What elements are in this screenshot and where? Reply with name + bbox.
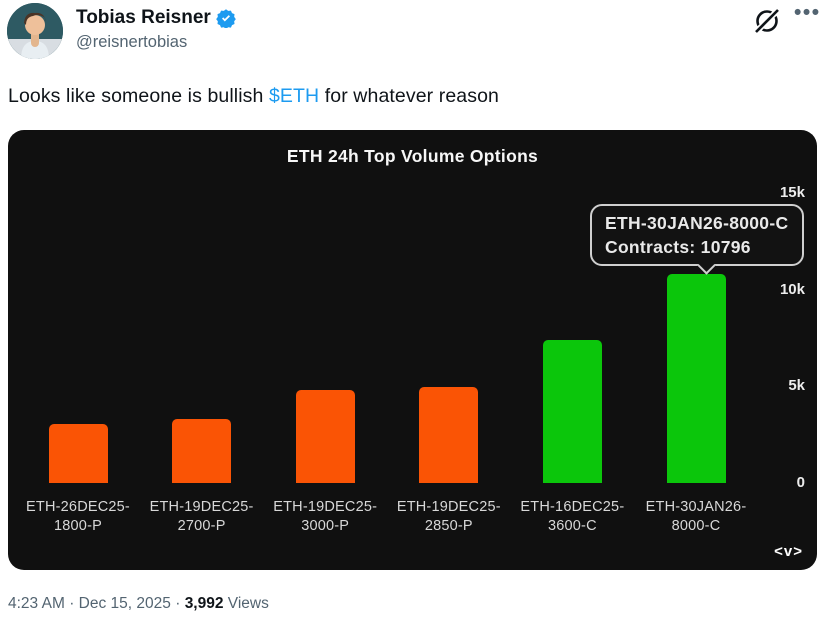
separator-dot: · xyxy=(175,595,181,612)
avatar-photo xyxy=(7,3,63,59)
x-axis-label: ETH-26DEC25- 1800-P xyxy=(26,499,130,534)
y-axis-tick-15k: 15k xyxy=(779,184,805,201)
grok-icon[interactable] xyxy=(752,6,782,36)
chart-bar-ETH-19DEC25-2850-P xyxy=(419,387,479,483)
separator-dot: · xyxy=(69,595,75,612)
y-axis-tick-5k: 5k xyxy=(788,377,805,395)
x-axis-label: ETH-30JAN26- 8000-C xyxy=(645,499,747,534)
y-axis-tick-0: 0 xyxy=(796,474,805,491)
tweet-time: 4:23 AM xyxy=(8,595,65,612)
display-name-row[interactable]: Tobias Reisner xyxy=(76,7,236,29)
tooltip-contract-name: ETH-30JAN26-8000-C xyxy=(605,213,789,233)
display-name[interactable]: Tobias Reisner xyxy=(76,7,211,28)
tweet-text-after: for whatever reason xyxy=(319,85,499,107)
chart-image[interactable]: ETH 24h Top Volume Options ETH-26DEC25- 1… xyxy=(8,130,817,570)
chart-bar-ETH-16DEC25-3600-C xyxy=(542,339,602,483)
tooltip-contract-volume: Contracts: 10796 xyxy=(605,237,751,257)
tweet-text: Looks like someone is bullish $ETH for w… xyxy=(8,85,499,108)
tweet-meta: 4:23 AM · Dec 15, 2025 · 3,992 Views xyxy=(8,595,269,613)
chart-tooltip: ETH-30JAN26-8000-C Contracts: 10796 xyxy=(590,204,804,275)
verified-badge-icon xyxy=(215,9,236,28)
x-axis-label: ETH-16DEC25- 3600-C xyxy=(520,499,625,534)
tooltip-pointer xyxy=(697,256,716,275)
views-count: 3,992 xyxy=(184,595,224,612)
user-handle[interactable]: @reisnertobias xyxy=(76,33,188,51)
chart-watermark-logo: <v> xyxy=(774,543,803,560)
chart-bar-ETH-19DEC25-2700-P xyxy=(172,419,232,483)
y-axis-tick-10k: 10k xyxy=(779,280,805,298)
x-axis-label: ETH-19DEC25- 3000-P xyxy=(273,499,378,534)
chart-bar-ETH-26DEC25-1800-P xyxy=(48,424,108,483)
chart-title: ETH 24h Top Volume Options xyxy=(286,146,539,166)
x-axis-label: ETH-19DEC25- 2850-P xyxy=(396,499,501,534)
tweet-text-before: Looks like someone is bullish xyxy=(8,85,269,107)
more-options-button[interactable]: ••• xyxy=(794,1,821,24)
views-label: Views xyxy=(227,595,269,612)
x-axis-label: ETH-19DEC25- 2700-P xyxy=(149,499,254,534)
cashtag-link[interactable]: $ETH xyxy=(268,85,320,107)
chart-bar-ETH-30JAN26-8000-C xyxy=(666,274,726,483)
avatar[interactable] xyxy=(7,3,63,59)
tweet-date: Dec 15, 2025 xyxy=(78,595,171,612)
chart-bar-ETH-19DEC25-3000-P xyxy=(295,390,355,483)
